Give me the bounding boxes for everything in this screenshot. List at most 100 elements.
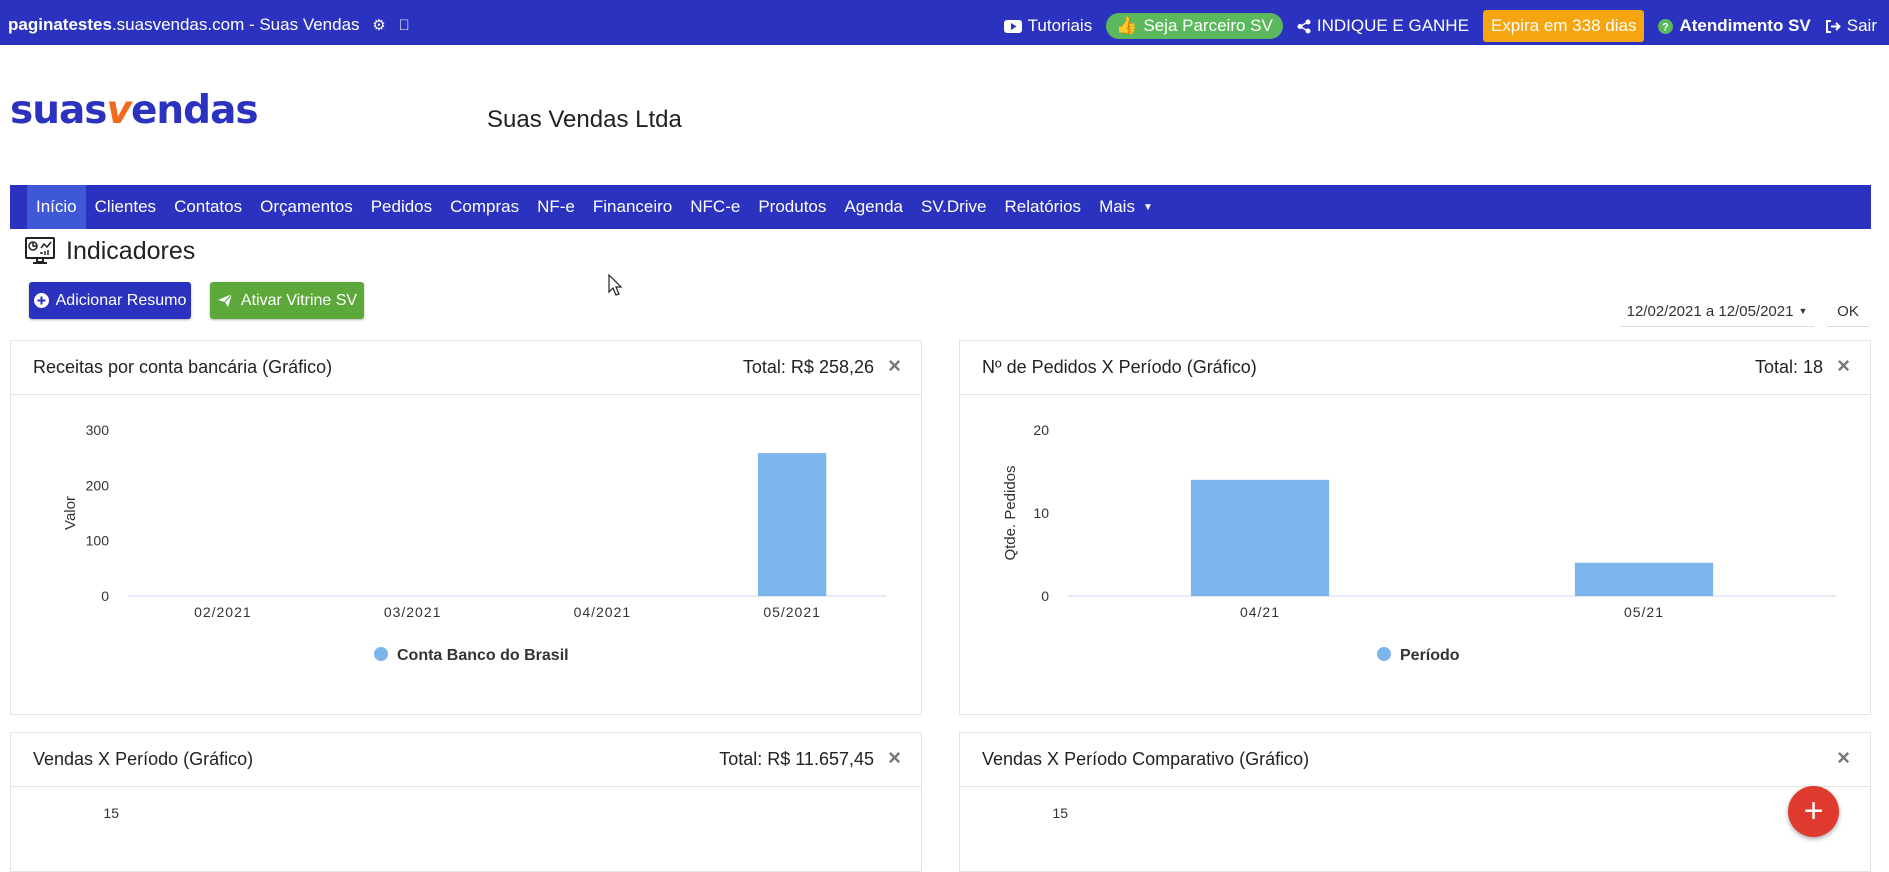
- ok-button[interactable]: OK: [1827, 296, 1869, 327]
- x-tick-label: 04/2021: [574, 604, 632, 620]
- indique-label: INDIQUE E GANHE: [1316, 16, 1469, 35]
- legend-label: Período: [1400, 647, 1460, 664]
- dashboard-monitor-icon: [25, 237, 55, 264]
- bar[interactable]: [1190, 479, 1330, 596]
- card-total: Total: 18: [1754, 357, 1823, 377]
- mouse-cursor-icon: [608, 274, 622, 296]
- nav-item-clientes[interactable]: Clientes: [94, 197, 157, 216]
- date-range-label: 12/02/2021 a 12/05/2021: [1626, 302, 1794, 320]
- y-tick-label: 0: [101, 588, 109, 604]
- x-tick-label: 04/21: [1240, 604, 1280, 620]
- top-bar: paginatestes.suasvendas.com - Suas Venda…: [0, 0, 1889, 45]
- help-icon: ?: [1658, 18, 1674, 34]
- nav-item-produtos[interactable]: Produtos: [758, 197, 827, 216]
- y-tick-label: 0: [1041, 588, 1049, 604]
- card-header: Receitas por conta bancária (Gráfico) To…: [11, 341, 921, 395]
- nav-item-orcamentos[interactable]: Orçamentos: [260, 197, 353, 216]
- card-total: Total: R$ 258,26: [742, 357, 874, 377]
- logo-text-v: v: [106, 88, 132, 133]
- site-domain: .suasvendas.com: [111, 15, 245, 34]
- nav-item-agenda[interactable]: Agenda: [844, 197, 903, 216]
- suasvendas-logo[interactable]: suasvendas: [10, 88, 259, 133]
- plus-circle-icon: [33, 293, 49, 308]
- card-title: Vendas X Período Comparativo (Gráfico): [982, 749, 1310, 769]
- android-icon[interactable]: ⚙: [372, 17, 386, 34]
- legend-marker: [374, 647, 388, 661]
- x-tick-label: 05/2021: [763, 604, 821, 620]
- x-tick-label: 03/2021: [384, 604, 442, 620]
- indique-ganhe-link[interactable]: INDIQUE E GANHE: [1297, 16, 1469, 36]
- seja-parceiro-button[interactable]: 👍 Seja Parceiro SV: [1106, 13, 1283, 39]
- y-tick-label: 15: [103, 805, 119, 821]
- logo-text-2: endas: [130, 88, 259, 133]
- vendas-chart: 15: [103, 805, 119, 821]
- add-resumo-button[interactable]: Adicionar Resumo: [29, 282, 191, 319]
- paper-plane-icon: [217, 293, 233, 307]
- nav-item-pedidos[interactable]: Pedidos: [370, 197, 433, 216]
- thumbs-up-icon: 👍: [1116, 16, 1138, 35]
- sair-label: Sair: [1846, 16, 1877, 35]
- nav-item-nfe[interactable]: NF-e: [537, 197, 575, 216]
- site-address[interactable]: paginatestes.suasvendas.com - Suas Venda…: [8, 15, 410, 35]
- caret-down-icon: ▼: [1798, 306, 1808, 316]
- ativar-vitrine-button[interactable]: Ativar Vitrine SV: [210, 282, 364, 319]
- y-axis-label: Valor: [62, 496, 79, 530]
- card-header: Vendas X Período Comparativo (Gráfico) ×: [960, 733, 1870, 787]
- legend[interactable]: Período: [1377, 647, 1460, 664]
- mais-label: Mais: [1099, 197, 1135, 216]
- site-subdomain: paginatestes: [8, 15, 112, 34]
- logo-text-1: suas: [10, 88, 108, 133]
- y-axis-label: Qtde. Pedidos: [1002, 465, 1019, 560]
- nav-item-financeiro[interactable]: Financeiro: [592, 197, 673, 216]
- card-receitas: Receitas por conta bancária (Gráfico) To…: [10, 340, 922, 715]
- main-nav: Início Clientes Contatos Orçamentos Pedi…: [10, 185, 1871, 229]
- card-total: Total: R$ 11.657,45: [719, 749, 874, 769]
- close-icon[interactable]: ×: [888, 745, 901, 770]
- y-tick-label: 300: [86, 422, 110, 438]
- y-tick-label: 20: [1033, 422, 1049, 438]
- nav-item-contatos[interactable]: Contatos: [174, 197, 243, 216]
- legend-label: Conta Banco do Brasil: [397, 647, 569, 664]
- apple-icon[interactable]: : [398, 17, 409, 34]
- nav-item-compras[interactable]: Compras: [450, 197, 520, 216]
- share-icon: [1297, 19, 1311, 33]
- ativar-vitrine-label: Ativar Vitrine SV: [240, 291, 358, 309]
- y-tick-label: 100: [86, 533, 110, 549]
- add-fab-button[interactable]: +: [1788, 786, 1839, 837]
- nav-item-nfce[interactable]: NFC-e: [690, 197, 741, 216]
- tutoriais-label: Tutoriais: [1027, 16, 1093, 35]
- nav-item-relatorios[interactable]: Relatórios: [1004, 197, 1082, 216]
- nav-item-inicio[interactable]: Início: [27, 185, 86, 229]
- bar[interactable]: [757, 453, 827, 596]
- add-resumo-label: Adicionar Resumo: [55, 291, 187, 309]
- close-icon[interactable]: ×: [1837, 353, 1850, 378]
- x-tick-label: 02/2021: [194, 604, 252, 620]
- card-vendas-comparativo: Vendas X Período Comparativo (Gráfico) ×…: [959, 732, 1871, 872]
- nav-item-svdrive[interactable]: SV.Drive: [921, 197, 987, 216]
- svg-text:?: ?: [1663, 21, 1670, 33]
- page-title: Indicadores: [24, 236, 195, 266]
- x-tick-label: 05/21: [1624, 604, 1664, 620]
- close-icon[interactable]: ×: [888, 353, 901, 378]
- date-range-dropdown[interactable]: 12/02/2021 a 12/05/2021 ▼: [1620, 296, 1814, 327]
- sign-out-icon: [1825, 19, 1841, 33]
- legend[interactable]: Conta Banco do Brasil: [374, 647, 569, 664]
- caret-down-icon: ▼: [1142, 201, 1153, 213]
- tutoriais-link[interactable]: Tutoriais: [1003, 16, 1093, 36]
- atendimento-link[interactable]: ? Atendimento SV: [1658, 16, 1811, 36]
- y-tick-label: 200: [86, 477, 110, 493]
- plus-icon: +: [1803, 792, 1824, 830]
- close-icon[interactable]: ×: [1837, 745, 1850, 770]
- nav-item-mais[interactable]: Mais ▼: [1090, 185, 1162, 229]
- site-suffix: - Suas Vendas: [244, 15, 360, 34]
- legend-marker: [1377, 647, 1391, 661]
- youtube-icon: [1003, 19, 1022, 33]
- atendimento-label: Atendimento SV: [1679, 16, 1811, 35]
- page-title-text: Indicadores: [66, 236, 196, 265]
- sair-link[interactable]: Sair: [1825, 16, 1877, 36]
- bar[interactable]: [1574, 562, 1714, 596]
- expira-badge[interactable]: Expira em 338 dias: [1482, 10, 1645, 42]
- card-title: Vendas X Período (Gráfico): [33, 749, 254, 769]
- y-tick-label: 15: [1052, 805, 1068, 821]
- card-pedidos: Nº de Pedidos X Período (Gráfico) Total:…: [959, 340, 1871, 715]
